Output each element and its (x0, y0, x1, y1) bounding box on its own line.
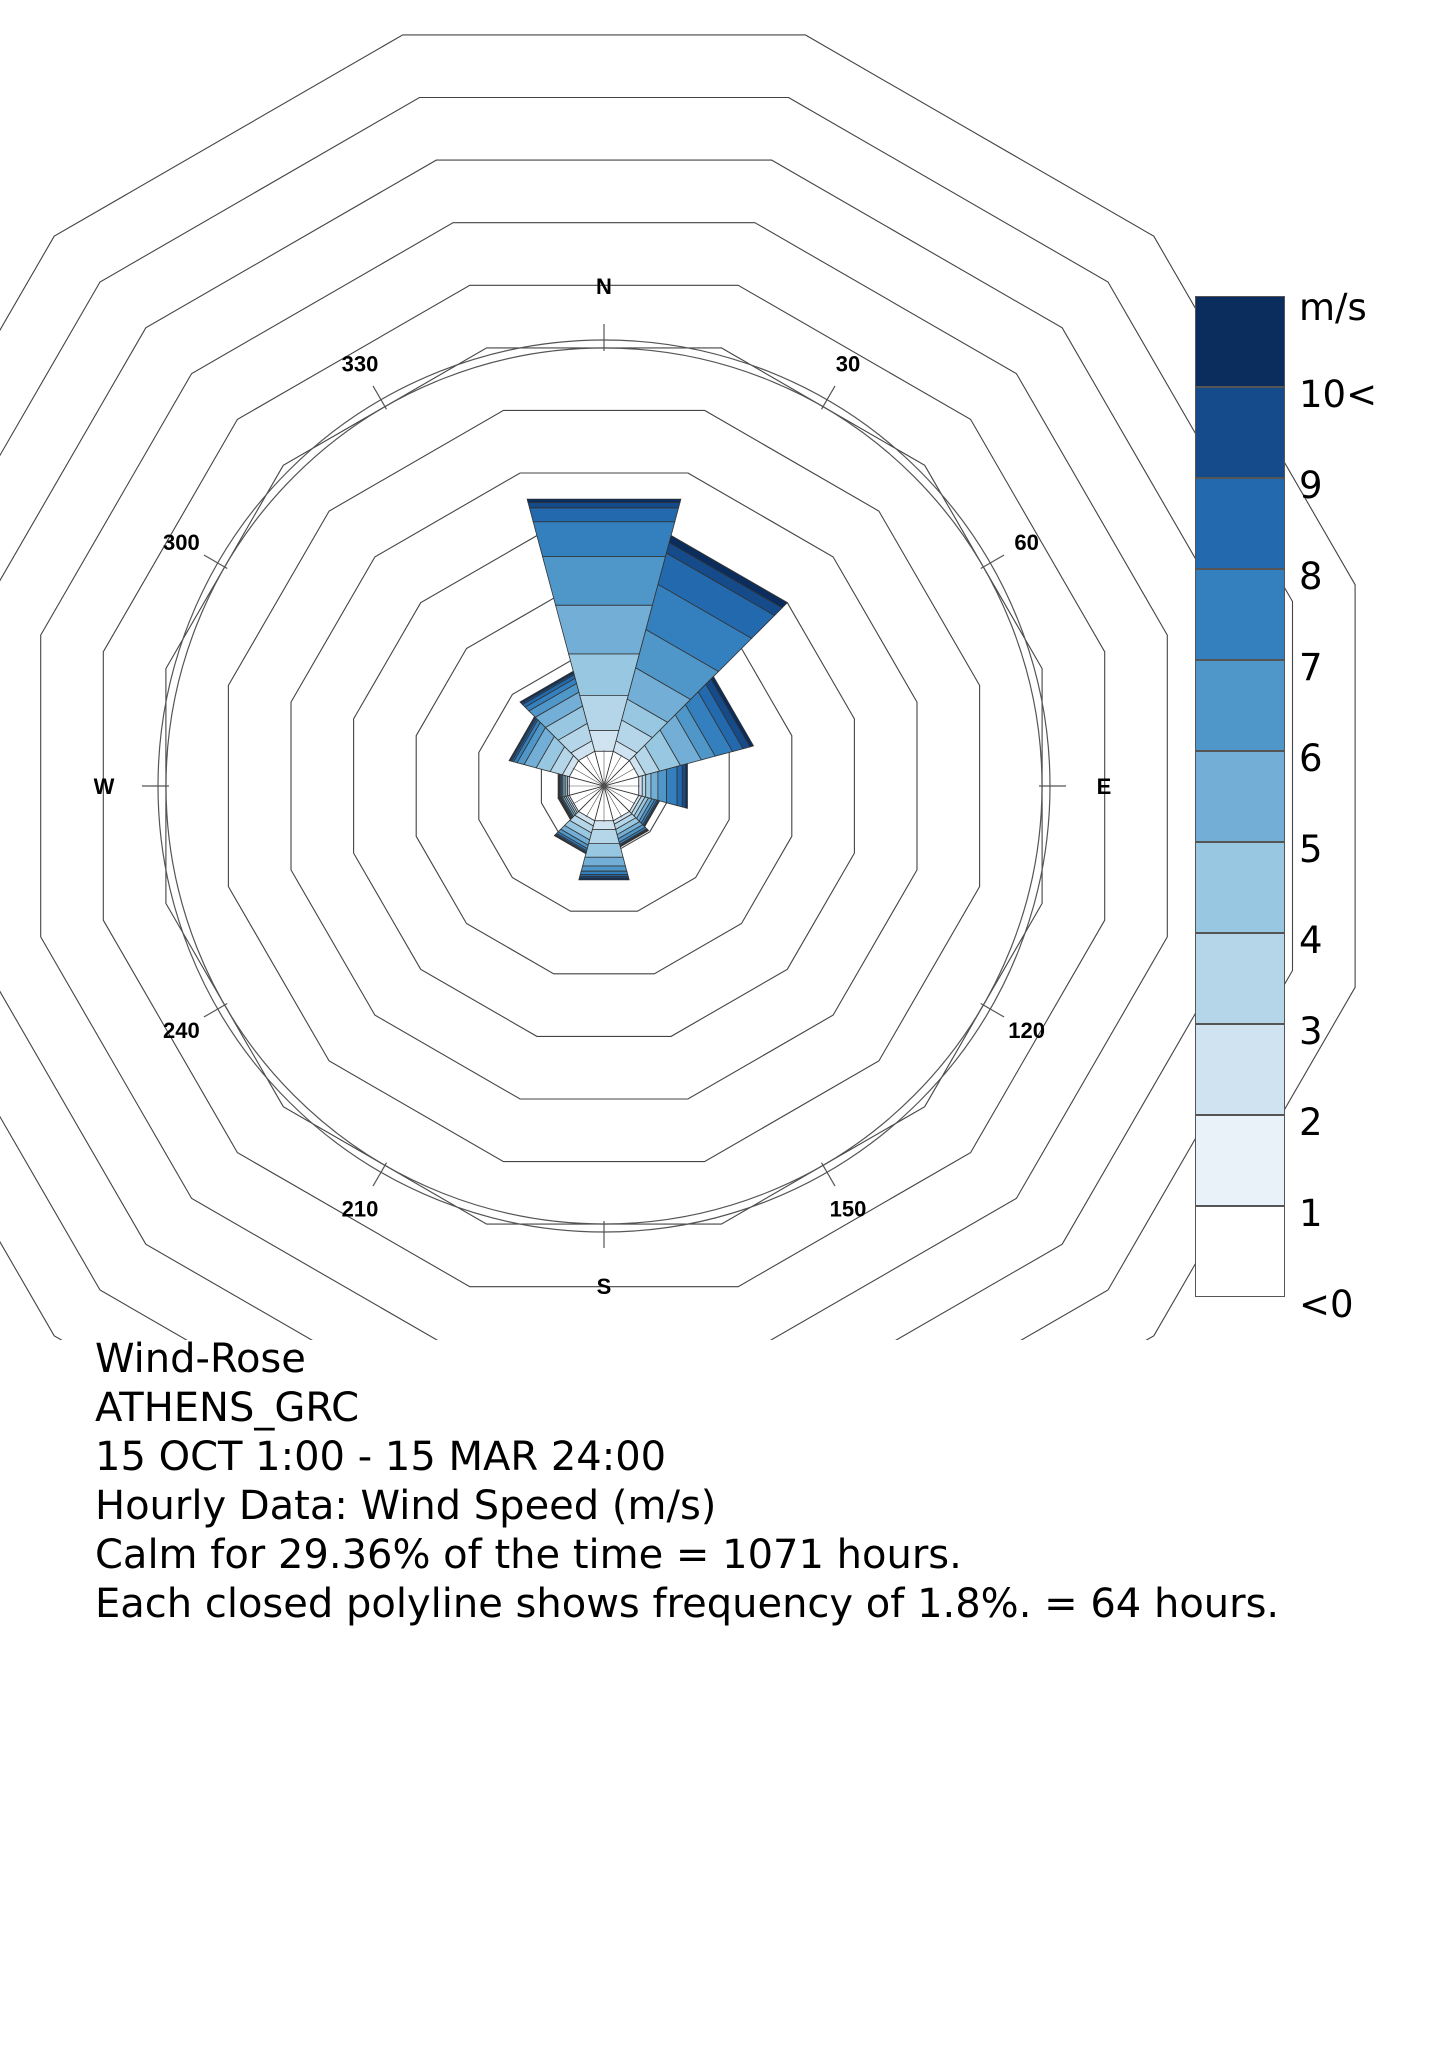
sector-180-bin-4 (584, 842, 624, 858)
legend-swatch (1195, 751, 1285, 842)
sector-90-bin-8 (676, 764, 683, 808)
legend-swatch (1195, 296, 1285, 387)
sector-0-bin-4 (568, 653, 640, 696)
direction-label-240: 240 (163, 1018, 200, 1043)
direction-label-120: 120 (1008, 1018, 1045, 1043)
legend-swatch (1195, 478, 1285, 569)
center-spoke (572, 767, 605, 787)
caption-location: ATHENS_GRC (95, 1385, 360, 1431)
legend-label: 1 (1299, 1192, 1323, 1235)
sector-90-bin-3 (641, 774, 647, 798)
legend-label: 10< (1299, 373, 1378, 416)
sector-330-bin-10 (519, 670, 575, 704)
frequency-ring-7 (165, 347, 1043, 1225)
frequency-ring-12 (0, 34, 1356, 1340)
caption-data-type: Hourly Data: Wind Speed (m/s) (95, 1483, 717, 1529)
center-spoke (603, 767, 636, 787)
legend-swatch (1195, 1206, 1285, 1297)
frequency-ring-5 (290, 472, 918, 1100)
legend-swatch (1195, 660, 1285, 751)
sector-90-bin-7 (666, 765, 678, 807)
center-spoke (603, 785, 623, 818)
legend-swatch (1195, 569, 1285, 660)
frequency-ring-6 (227, 409, 981, 1163)
center-spoke (603, 754, 623, 787)
sector-180-bin-2 (591, 820, 617, 830)
legend-swatch (1195, 387, 1285, 478)
legend-label: 3 (1299, 1010, 1323, 1053)
frequency-ring-4 (353, 535, 855, 1037)
sector-180-bin-6 (580, 865, 628, 872)
center-spoke (603, 785, 636, 805)
sector-180-bin-3 (588, 829, 620, 844)
legend-label: 4 (1299, 919, 1323, 962)
direction-label-30: 30 (836, 351, 860, 376)
direction-label-60: 60 (1014, 530, 1038, 555)
caption-period: 15 OCT 1:00 - 15 MAR 24:00 (95, 1434, 667, 1480)
frequency-ring-3 (415, 597, 793, 975)
sector-180-bin-10 (578, 877, 630, 881)
sector-0-bin-9 (527, 502, 681, 509)
direction-label-S: S (597, 1274, 612, 1299)
frequency-ring-11 (0, 96, 1294, 1340)
sector-210-bin-10 (553, 834, 587, 855)
direction-tick-120 (980, 1002, 1005, 1018)
legend-label: <0 (1299, 1283, 1354, 1326)
direction-tick-150 (820, 1162, 836, 1187)
sector-0-bin-10 (526, 498, 682, 503)
center-spoke (585, 785, 605, 818)
caption-rings: Each closed polyline shows frequency of … (95, 1581, 1280, 1627)
frequency-ring-9 (40, 222, 1168, 1340)
sector-270-bin-10 (557, 773, 560, 799)
sector-90-bin-5 (650, 771, 659, 801)
sector-180-bin-7 (579, 870, 629, 876)
caption-calm: Calm for 29.36% of the time = 1071 hours… (95, 1532, 962, 1578)
direction-tick-330 (372, 385, 388, 410)
legend-unit-label: m/s (1299, 286, 1367, 329)
legend-label: 9 (1299, 464, 1323, 507)
direction-tick-240 (203, 1002, 228, 1018)
sector-90-bin-10 (685, 763, 688, 809)
direction-label-210: 210 (342, 1197, 379, 1222)
wind-rose-chart: N 30 60 E 120 150 S 210 240 W 300 330 (0, 34, 1356, 1340)
direction-tick-300 (203, 554, 228, 570)
frequency-ring-8 (102, 284, 1106, 1288)
sector-30-bin-10 (668, 535, 788, 609)
sector-90-bin-4 (645, 772, 652, 800)
sector-0-bin-7 (532, 521, 676, 557)
sector-60-bin-10 (710, 675, 755, 748)
direction-label-150: 150 (830, 1197, 867, 1222)
direction-tick-30 (820, 385, 836, 410)
sector-0-bin-5 (555, 604, 653, 655)
direction-label-W: W (94, 774, 115, 799)
sector-90-bin-6 (657, 768, 667, 804)
direction-tick-60 (980, 554, 1005, 570)
direction-label-N: N (596, 274, 612, 299)
center-spoke (572, 785, 605, 805)
caption-block: Wind-Rose ATHENS_GRC 15 OCT 1:00 - 15 MA… (95, 1335, 1279, 1629)
center-spoke (585, 754, 605, 787)
legend-swatch (1195, 1115, 1285, 1206)
legend-swatch (1195, 933, 1285, 1024)
direction-label-300: 300 (163, 530, 200, 555)
sector-0-bin-6 (541, 556, 667, 606)
sector-0-bin-8 (528, 507, 680, 523)
legend-label: 7 (1299, 646, 1323, 689)
direction-label-E: E (1097, 774, 1112, 799)
legend-label: 8 (1299, 555, 1323, 598)
legend-label: 2 (1299, 1101, 1323, 1144)
direction-label-330: 330 (342, 351, 379, 376)
direction-tick-210 (372, 1162, 388, 1187)
legend-swatch (1195, 842, 1285, 933)
legend-swatch (1195, 1024, 1285, 1115)
caption-title: Wind-Rose (95, 1336, 306, 1382)
legend-label: 5 (1299, 828, 1323, 871)
legend-label: 6 (1299, 737, 1323, 780)
sector-180-bin-5 (582, 856, 626, 867)
sector-90-bin-9 (681, 763, 687, 809)
